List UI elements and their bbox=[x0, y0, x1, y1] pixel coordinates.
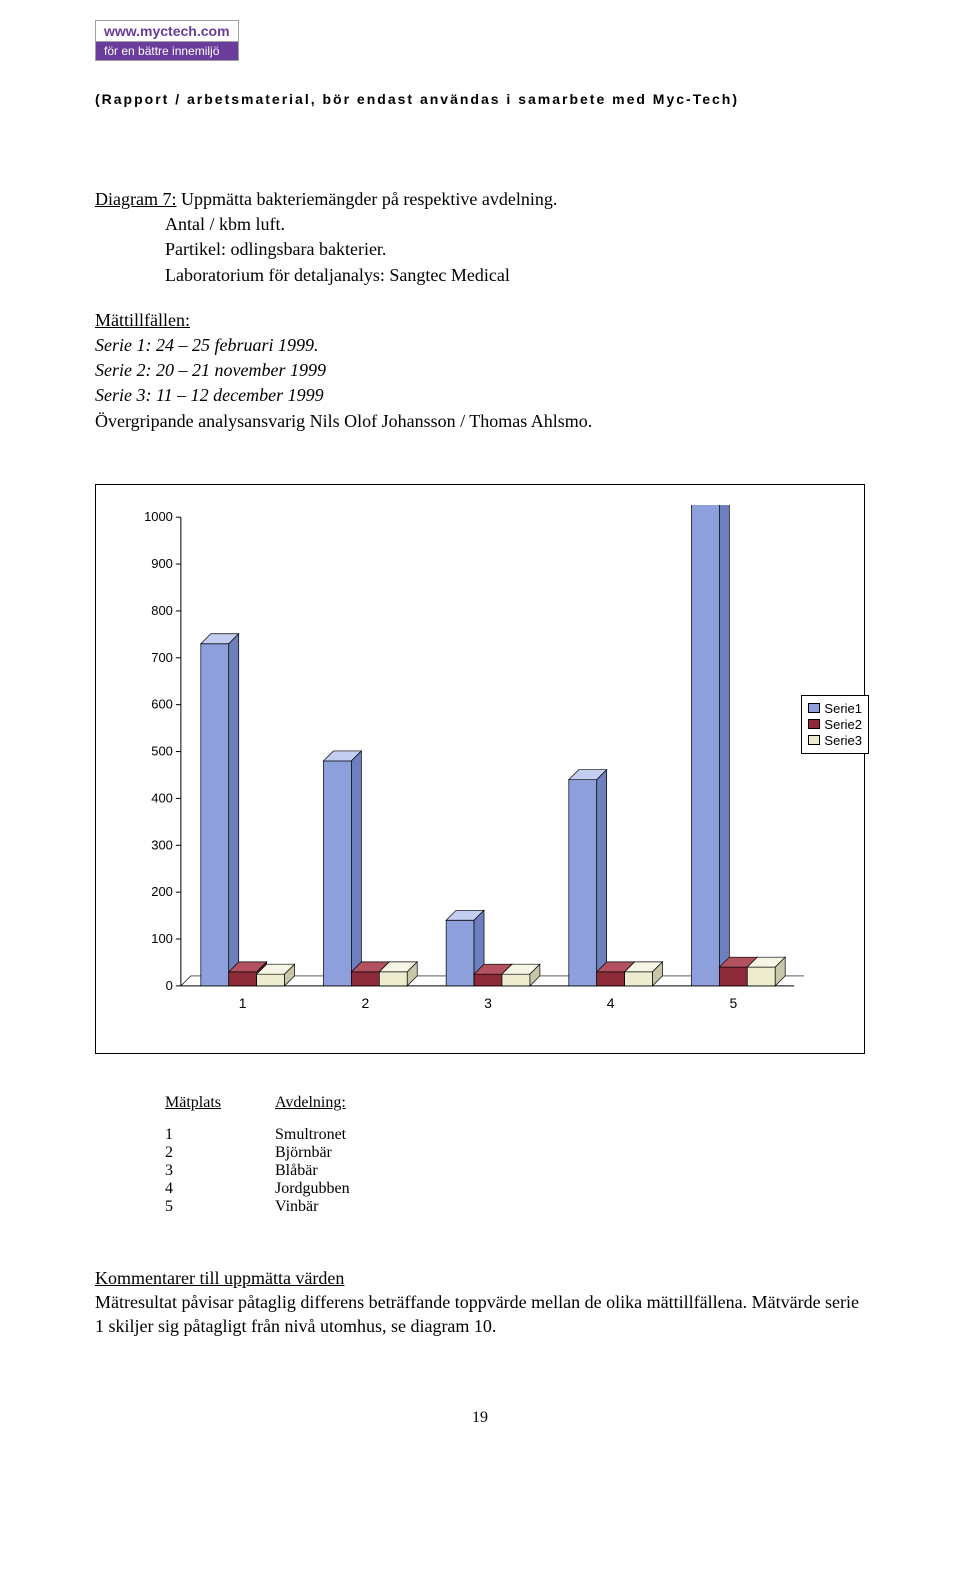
svg-text:500: 500 bbox=[151, 743, 173, 758]
serie3-date: Serie 3: 11 – 12 december 1999 bbox=[95, 383, 865, 408]
svg-text:0: 0 bbox=[166, 978, 173, 993]
legend-item: Serie1 bbox=[808, 701, 862, 716]
legend-label: Serie2 bbox=[824, 717, 862, 732]
legend-item: Serie3 bbox=[808, 733, 862, 748]
svg-text:3: 3 bbox=[484, 995, 492, 1011]
bar-chart: 0 100 200 300 400 500 600 700 800 900 1000 1 2 3 4 5 Se… bbox=[95, 484, 865, 1054]
heading-line3: Laboratorium för detaljanalys: Sangtec M… bbox=[165, 263, 865, 288]
svg-text:4: 4 bbox=[607, 995, 615, 1011]
svg-text:300: 300 bbox=[151, 837, 173, 852]
legend-swatch bbox=[808, 735, 820, 745]
svg-text:1: 1 bbox=[239, 995, 247, 1011]
table-row: 5Vinbär bbox=[165, 1198, 865, 1216]
location-table: Mätplats Avdelning: 1Smultronet2Björnbär… bbox=[165, 1094, 865, 1216]
serie1-date: Serie 1: 24 – 25 februari 1999. bbox=[95, 333, 865, 358]
table-cell: Björnbär bbox=[275, 1144, 575, 1162]
table-cell: 4 bbox=[165, 1180, 275, 1198]
table-cell: Smultronet bbox=[275, 1126, 575, 1144]
legend-swatch bbox=[808, 719, 820, 729]
table-cell: 5 bbox=[165, 1198, 275, 1216]
heading-line1: Antal / kbm luft. bbox=[165, 212, 865, 237]
svg-text:200: 200 bbox=[151, 884, 173, 899]
comments-block: Kommentarer till uppmätta värden Mätresu… bbox=[95, 1266, 865, 1339]
svg-text:900: 900 bbox=[151, 556, 173, 571]
logo: www.myctech.com för en bättre innemiljö bbox=[95, 20, 239, 61]
responsible-analyst: Övergripande analysansvarig Nils Olof Jo… bbox=[95, 409, 865, 434]
table-cell: 1 bbox=[165, 1126, 275, 1144]
legend: Serie1Serie2Serie3 bbox=[801, 695, 869, 754]
table-row: 2Björnbär bbox=[165, 1144, 865, 1162]
report-disclaimer: (Rapport / arbetsmaterial, bör endast an… bbox=[95, 91, 865, 107]
legend-label: Serie3 bbox=[824, 733, 862, 748]
serie2-date: Serie 2: 20 – 21 november 1999 bbox=[95, 358, 865, 383]
svg-text:400: 400 bbox=[151, 790, 173, 805]
table-cell: 3 bbox=[165, 1162, 275, 1180]
svg-text:100: 100 bbox=[151, 931, 173, 946]
table-row: 1Smultronet bbox=[165, 1126, 865, 1144]
comments-body: Mätresultat påvisar påtaglig differens b… bbox=[95, 1292, 859, 1336]
svg-text:1000: 1000 bbox=[144, 509, 173, 524]
legend-swatch bbox=[808, 703, 820, 713]
chart-svg: 0 100 200 300 400 500 600 700 800 900 1000 1 2 3 4 5 bbox=[136, 505, 854, 1028]
diagram-label: Diagram 7: bbox=[95, 189, 176, 209]
logo-tagline: för en bättre innemiljö bbox=[96, 42, 238, 60]
table-row: 4Jordgubben bbox=[165, 1180, 865, 1198]
svg-text:700: 700 bbox=[151, 649, 173, 664]
heading-block: Diagram 7: Uppmätta bakteriemängder på r… bbox=[95, 187, 865, 288]
svg-text:2: 2 bbox=[361, 995, 369, 1011]
table-cell: Blåbär bbox=[275, 1162, 575, 1180]
comments-head: Kommentarer till uppmätta värden bbox=[95, 1268, 344, 1288]
table-cell: 2 bbox=[165, 1144, 275, 1162]
diagram-title: Uppmätta bakteriemängder på respektive a… bbox=[181, 189, 557, 209]
svg-text:600: 600 bbox=[151, 696, 173, 711]
logo-url: www.myctech.com bbox=[96, 21, 238, 42]
legend-label: Serie1 bbox=[824, 701, 862, 716]
table-head-2: Avdelning: bbox=[275, 1094, 575, 1112]
svg-text:5: 5 bbox=[729, 995, 737, 1011]
svg-text:800: 800 bbox=[151, 603, 173, 618]
table-head-1: Mätplats bbox=[165, 1094, 275, 1112]
table-cell: Jordgubben bbox=[275, 1180, 575, 1198]
heading-line2: Partikel: odlingsbara bakterier. bbox=[165, 237, 865, 262]
page-number: 19 bbox=[95, 1409, 865, 1427]
legend-item: Serie2 bbox=[808, 717, 862, 732]
occasions-head: Mättillfällen: bbox=[95, 308, 865, 333]
occasions-block: Mättillfällen: Serie 1: 24 – 25 februari… bbox=[95, 308, 865, 434]
table-row: 3Blåbär bbox=[165, 1162, 865, 1180]
table-cell: Vinbär bbox=[275, 1198, 575, 1216]
